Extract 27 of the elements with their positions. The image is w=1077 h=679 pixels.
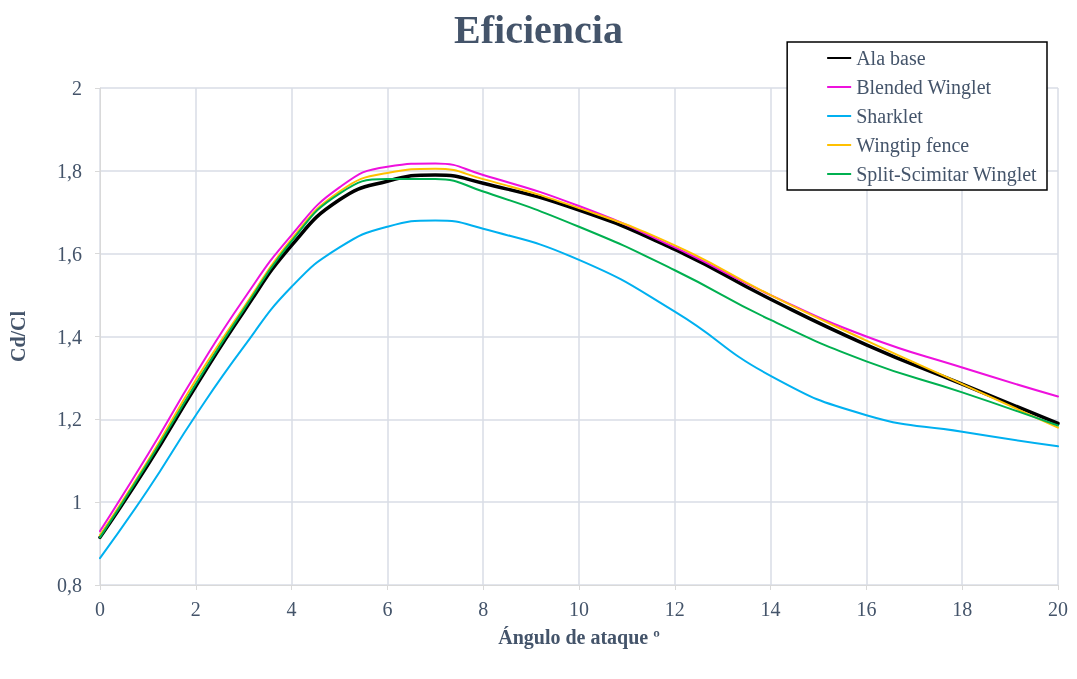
- y-tick-label: 1,4: [57, 325, 82, 348]
- y-tick-label: 1,8: [57, 159, 82, 182]
- x-tick-label: 18: [952, 598, 973, 620]
- x-tick-label: 20: [1048, 598, 1068, 620]
- legend-label: Wingtip fence: [856, 134, 970, 157]
- legend-label: Ala base: [856, 47, 926, 69]
- legend-label: Blended Winglet: [856, 76, 992, 99]
- x-tick-label: 6: [382, 598, 393, 620]
- line-series: [99, 219, 1059, 560]
- y-tick-label: 0,8: [57, 574, 82, 596]
- x-axis-title: Ángulo de ataque º: [498, 626, 661, 649]
- x-tick-label: 4: [286, 598, 297, 620]
- y-tick-label: 2: [72, 77, 82, 99]
- x-tick-label: 8: [478, 598, 489, 620]
- x-tick-label: 10: [569, 598, 589, 620]
- y-tick-label: 1,2: [57, 408, 82, 431]
- x-tick-label: 14: [760, 598, 781, 620]
- y-tick-label: 1,6: [57, 242, 82, 265]
- x-tick-label: 16: [856, 598, 877, 620]
- x-tick-label: 0: [95, 598, 105, 620]
- x-tick-label: 2: [190, 598, 201, 620]
- y-axis-title: Cd/Cl: [7, 310, 29, 363]
- chart-title: Eficiencia: [454, 6, 623, 52]
- y-tick-label: 1: [72, 491, 82, 514]
- legend-label: Split-Scimitar Winglet: [856, 163, 1038, 186]
- legend-label: Sharklet: [856, 105, 924, 127]
- x-tick-label: 12: [664, 598, 685, 620]
